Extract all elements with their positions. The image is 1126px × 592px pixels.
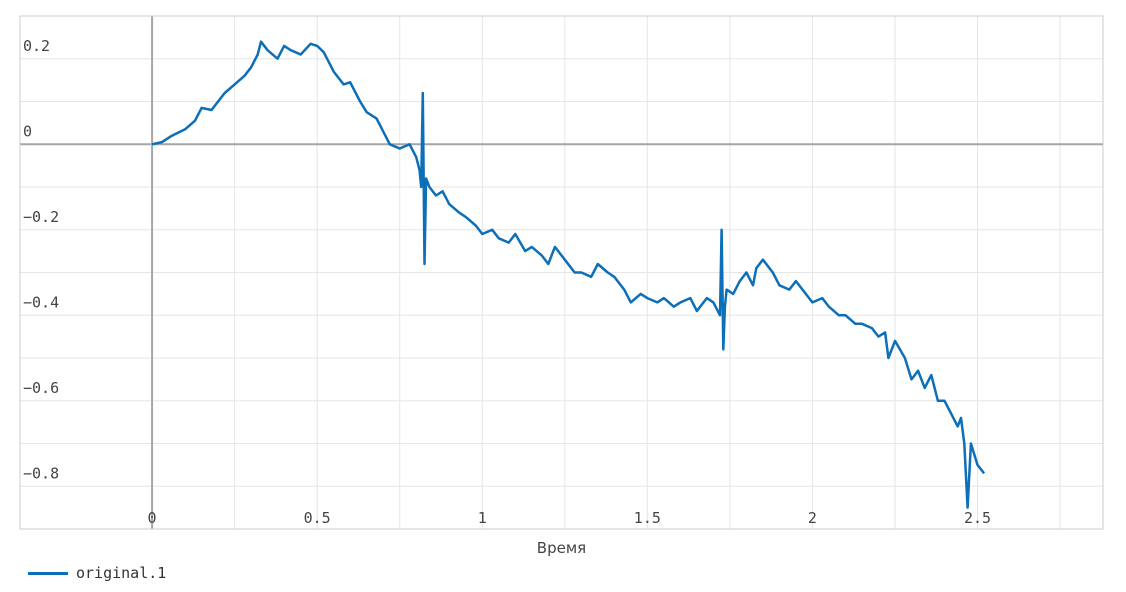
plot-frame	[19, 15, 1104, 530]
legend-label-original-1: original.1	[76, 564, 167, 582]
x-axis-title: Время	[537, 539, 586, 557]
x-tick-label: 0.5	[304, 509, 331, 527]
series-layer	[151, 40, 986, 509]
y-tick-label: −0.6	[23, 379, 59, 397]
legend-swatch	[28, 571, 68, 575]
y-tick-label: −0.2	[23, 208, 59, 226]
x-tick-label: 1.5	[634, 509, 661, 527]
tick-labels: 0 0.5 1 1.5 2 2.5 0.2 0 −0.2 −0.4 −0.6 −0.8	[23, 37, 991, 527]
grid-lines	[20, 15, 1103, 529]
series-line-original-1[interactable]	[151, 40, 986, 509]
x-tick-label: 0	[148, 509, 157, 527]
y-tick-label: 0	[23, 122, 32, 140]
x-tick-label: 2.5	[964, 509, 991, 527]
zero-lines	[20, 16, 1103, 529]
y-tick-label: −0.4	[23, 293, 59, 311]
y-tick-label: 0.2	[23, 37, 50, 55]
x-tick-label: 2	[808, 509, 817, 527]
x-tick-label: 1	[478, 509, 487, 527]
y-tick-label: −0.8	[23, 464, 59, 482]
legend[interactable]: original.1	[28, 564, 166, 582]
